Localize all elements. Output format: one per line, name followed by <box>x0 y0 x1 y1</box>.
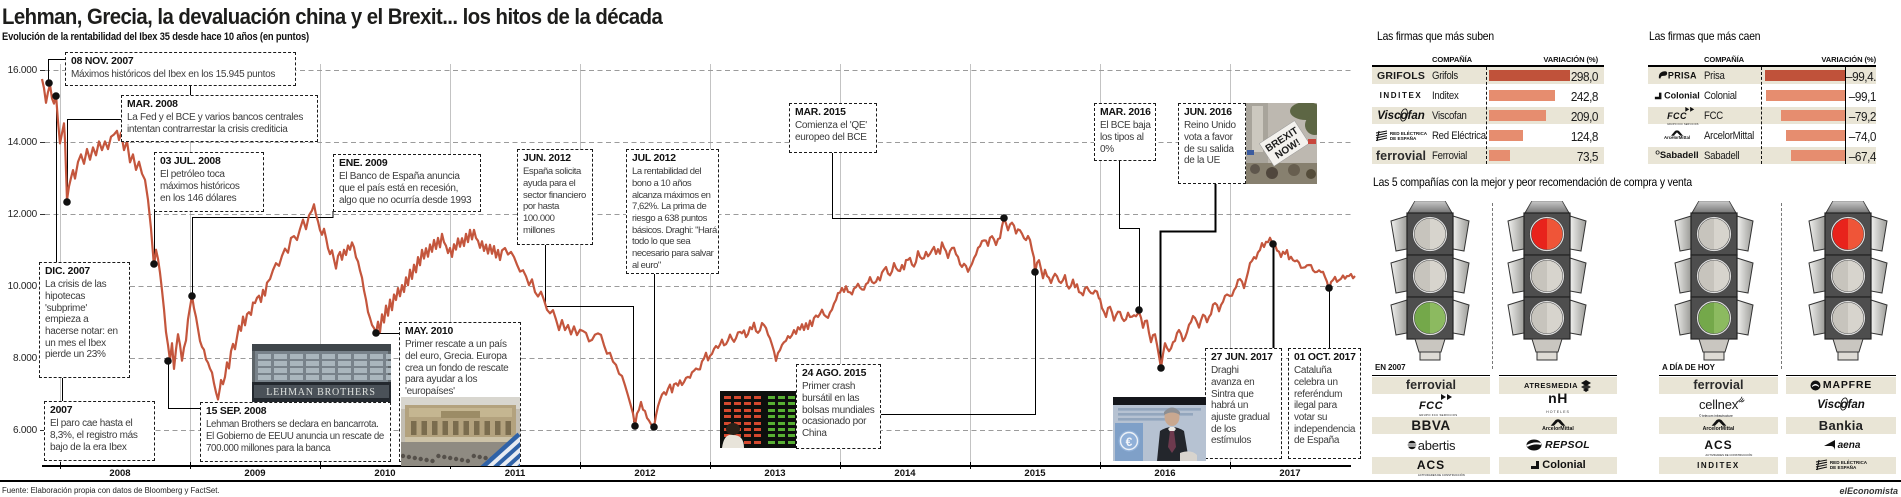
svg-text:LEHMAN BROTHERS: LEHMAN BROTHERS <box>266 387 376 398</box>
svg-text:€: € <box>1126 435 1133 449</box>
